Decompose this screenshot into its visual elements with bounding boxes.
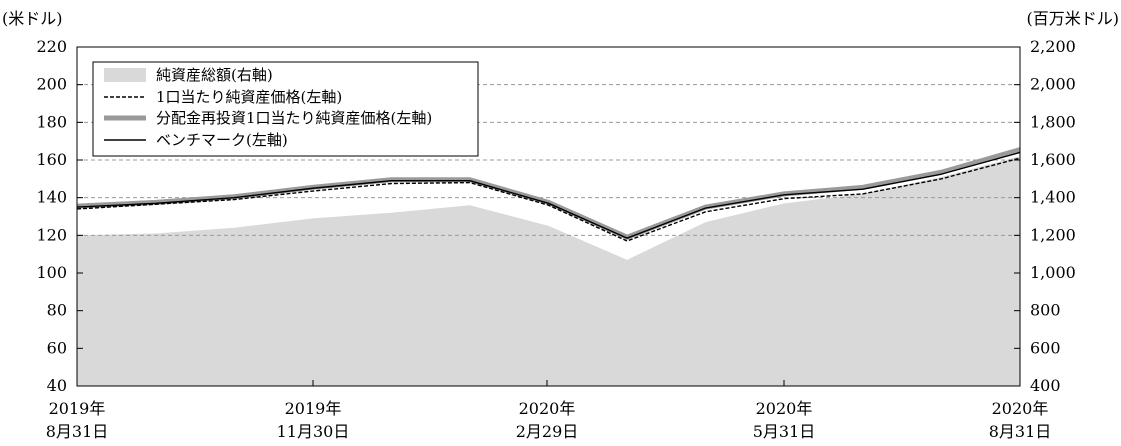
plot-border <box>76 46 1021 387</box>
x-tick-year: 2020年 <box>756 399 813 418</box>
legend-label: 分配金再投資1口当たり純資産価格(左軸) <box>156 109 432 127</box>
x-tick-year: 2019年 <box>49 399 106 418</box>
x-tick-year: 2020年 <box>992 399 1049 418</box>
right-tick-label: 400 <box>1030 376 1061 395</box>
right-tick-label: 1,200 <box>1030 225 1076 244</box>
left-tick-label: 160 <box>36 150 67 169</box>
net-assets-area <box>77 156 1020 386</box>
left-tick-label: 100 <box>36 263 67 282</box>
right-tick-label: 800 <box>1030 301 1061 320</box>
left-tick-label: 180 <box>36 112 67 131</box>
x-tick-date: 8月31日 <box>989 422 1052 441</box>
legend: 純資産総額(右軸) 1口当たり純資産価格(左軸) 分配金再投資1口当たり純資産価格(… <box>92 61 479 157</box>
left-tick-label: 80 <box>47 301 67 320</box>
x-tick-year: 2020年 <box>519 399 576 418</box>
lines-layer <box>76 147 1021 242</box>
right-tick-label: 1,800 <box>1030 112 1076 131</box>
left-tick-label: 200 <box>36 75 67 94</box>
right-tick-label: 2,000 <box>1030 75 1076 94</box>
left-axis-label: (米ドル) <box>2 9 63 28</box>
legend-label: 純資産総額(右軸) <box>156 66 273 84</box>
legend-label: ベンチマーク(左軸) <box>156 131 288 149</box>
nav-per-unit-line <box>76 157 1021 242</box>
reinvested-nav-line <box>76 147 1021 240</box>
plot-frame <box>76 46 1021 387</box>
left-tick-label: 120 <box>36 225 67 244</box>
benchmark-line <box>76 151 1021 239</box>
right-axis: 400 600 800 1,000 1,200 1,400 1,600 1,800 2,000 2… <box>1014 37 1076 395</box>
x-tick-date: 11月30日 <box>277 422 350 441</box>
right-tick-label: 1,000 <box>1030 263 1076 282</box>
right-tick-label: 2,200 <box>1030 37 1076 56</box>
legend-swatch-net-assets <box>104 68 146 82</box>
area-layer <box>77 156 1020 386</box>
left-tick-label: 220 <box>36 37 67 56</box>
legend-label: 1口当たり純資産価格(左軸) <box>156 88 342 106</box>
right-tick-label: 1,400 <box>1030 188 1076 207</box>
legend-box <box>92 61 479 157</box>
x-tick-date: 5月31日 <box>753 422 816 441</box>
x-axis: 2019年 8月31日 2019年 11月30日 2020年 2月29日 2020年 5月31… <box>46 380 1052 441</box>
x-tick-year: 2019年 <box>285 399 342 418</box>
left-tick-label: 40 <box>47 376 67 395</box>
left-axis: 40 60 80 100 120 140 160 180 200 220 <box>36 37 83 395</box>
x-tick-date: 8月31日 <box>46 422 109 441</box>
left-tick-label: 140 <box>36 188 67 207</box>
right-axis-label: (百万米ドル) <box>1027 9 1120 28</box>
x-tick-date: 2月29日 <box>516 422 579 441</box>
left-tick-label: 60 <box>47 338 67 357</box>
right-tick-label: 1,600 <box>1030 150 1076 169</box>
right-tick-label: 600 <box>1030 338 1061 357</box>
